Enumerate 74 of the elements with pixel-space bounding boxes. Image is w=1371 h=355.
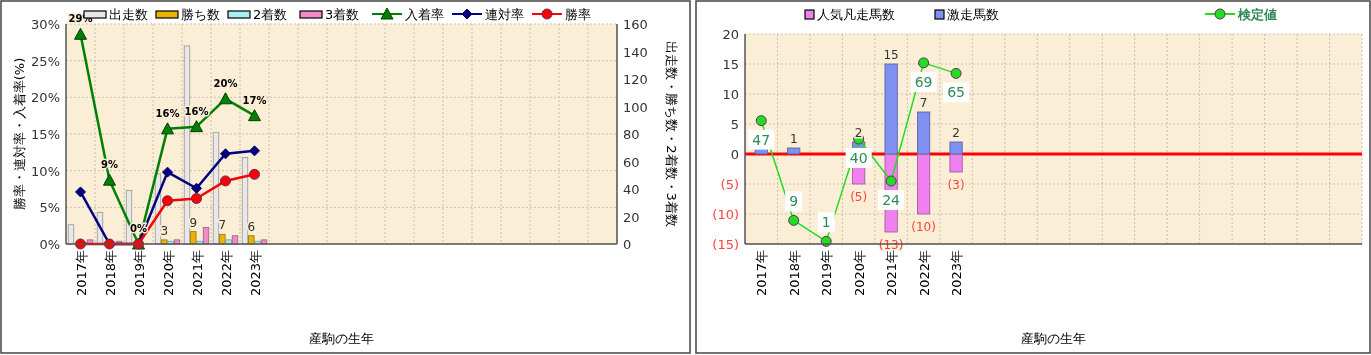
data-label: 1: [789, 132, 798, 146]
data-label: 16%: [184, 105, 209, 117]
legend-label: 人気凡走馬数: [817, 7, 895, 22]
y-axis-title: 勝率・連対率・入着率(%): [12, 57, 27, 211]
y2-tick-label: 20: [623, 209, 640, 225]
legend-label: 勝ち数: [181, 7, 220, 22]
data-label: 9: [189, 215, 198, 230]
data-label: 7: [218, 218, 227, 233]
legend-label: 3着数: [325, 7, 360, 22]
x-tick-label: 2019年: [131, 250, 147, 297]
y-tick-label: (5): [720, 177, 739, 192]
y-tick-label: 10%: [31, 163, 60, 179]
data-label: 65: [947, 84, 965, 101]
y2-tick-label: 160: [623, 17, 648, 32]
y2-tick-label: 0: [623, 237, 632, 252]
y-tick-label: (10): [712, 207, 739, 222]
y-tick-label: 10: [722, 87, 739, 102]
y-tick-label: 25%: [31, 53, 60, 69]
data-label: (5): [850, 190, 868, 204]
legend-label: 連対率: [485, 7, 524, 22]
y2-tick-label: 60: [623, 154, 640, 170]
y2-tick-label: 120: [623, 72, 648, 87]
y-tick-label: 5: [730, 117, 739, 132]
data-label: 69: [914, 73, 933, 90]
x-tick-label: 2017年: [754, 250, 770, 297]
y-tick-label: 0: [730, 147, 739, 162]
data-label: 17%: [242, 94, 267, 106]
x-tick-label: 2019年: [819, 250, 835, 297]
data-label: 40: [849, 150, 868, 166]
x-tick-label: 2021年: [189, 250, 205, 297]
x-tick-label: 2023年: [247, 250, 263, 297]
legend-label: 激走馬数: [947, 7, 999, 22]
x-tick-label: 2020年: [851, 250, 867, 297]
data-label: 3: [160, 223, 169, 238]
y-tick-label: 20%: [31, 90, 60, 106]
data-label: 16%: [155, 107, 180, 119]
y2-axis-title: 出走数・勝ち数・2着数・3着数: [664, 41, 679, 227]
x-tick-label: 2022年: [916, 250, 932, 297]
y-tick-label: 15%: [31, 127, 60, 142]
y2-tick-label: 40: [623, 182, 640, 197]
data-label: 7: [919, 96, 928, 110]
legend-label: 入着率: [405, 7, 444, 22]
y-tick-label: 30%: [31, 17, 60, 32]
x-axis-title: 産駒の生年: [1021, 331, 1086, 346]
y2-tick-label: 100: [623, 99, 648, 115]
legend-label: 2着数: [253, 7, 288, 22]
y-tick-label: 0%: [39, 237, 60, 252]
y-tick-label: 20: [722, 27, 739, 42]
data-label: 2: [952, 126, 960, 140]
x-tick-label: 2018年: [102, 250, 118, 297]
data-label: (3): [947, 178, 965, 192]
x-tick-label: 2023年: [949, 250, 965, 297]
x-tick-label: 2017年: [73, 250, 89, 297]
x-tick-label: 2021年: [884, 250, 900, 297]
data-label: 24: [882, 192, 901, 208]
x-tick-label: 2018年: [786, 250, 802, 297]
legend-label: 勝率: [565, 7, 591, 22]
data-label: 47: [752, 131, 771, 148]
data-label: 20%: [213, 77, 238, 89]
x-tick-label: 2020年: [160, 250, 176, 297]
legend-label: 出走数: [109, 7, 148, 22]
y-tick-label: (15): [712, 237, 739, 252]
y-tick-label: 5%: [39, 200, 60, 216]
data-label: (10): [911, 220, 936, 234]
legend-label: 検定値: [1237, 7, 1277, 22]
y2-tick-label: 80: [623, 127, 640, 142]
data-label: 15: [883, 48, 899, 62]
x-tick-label: 2022年: [218, 250, 234, 297]
data-label: 6: [247, 219, 256, 234]
x-axis-title: 産駒の生年: [309, 331, 374, 346]
data-label: 1: [821, 214, 831, 231]
y-tick-label: 15: [722, 57, 739, 72]
y2-tick-label: 140: [623, 44, 648, 60]
data-label: 9: [789, 193, 799, 210]
